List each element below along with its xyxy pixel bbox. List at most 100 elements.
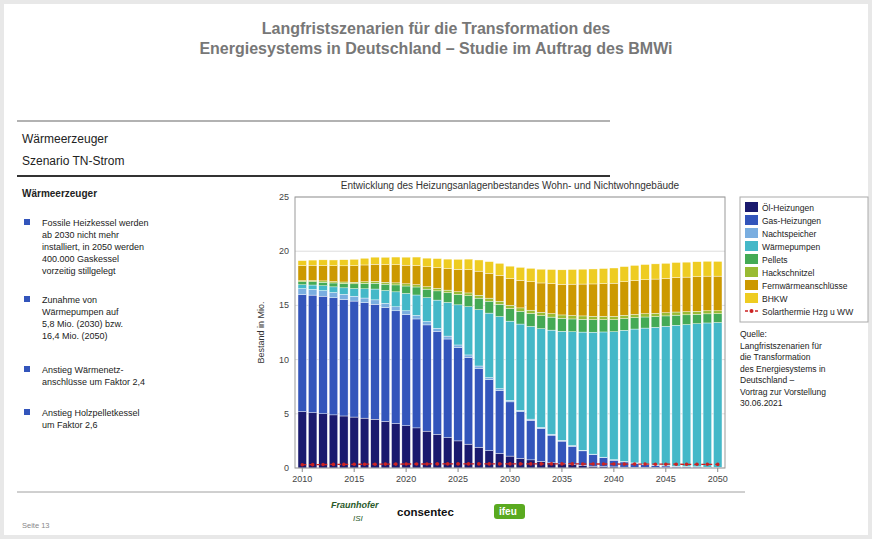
bar-segment	[537, 316, 546, 329]
line-marker	[415, 462, 419, 466]
bar-segment	[620, 330, 629, 461]
bar-segment	[475, 368, 484, 447]
line-marker	[373, 462, 377, 466]
bar-segment	[578, 284, 587, 316]
chart-title: Entwicklung des Heizungsanlagenbestandes…	[341, 180, 680, 191]
x-tick-label: 2020	[396, 474, 416, 484]
bar-segment	[308, 295, 317, 413]
logo-box	[494, 504, 525, 519]
bar-segment	[475, 310, 484, 366]
bar-segment	[713, 323, 722, 468]
text-line: 30.06.2021	[740, 398, 783, 408]
legend-swatch	[745, 267, 758, 277]
bar-segment	[662, 316, 671, 326]
panel-heading: Wärmeerzeuger	[22, 188, 97, 199]
page-title: Langfristszenarien für die Transformatio…	[199, 20, 672, 57]
bar-segment	[641, 265, 650, 280]
bullet-marker	[24, 366, 30, 372]
bar-segment	[641, 280, 650, 314]
bar-segment	[454, 269, 463, 291]
legend-swatch	[745, 241, 758, 251]
bar-segment	[391, 283, 400, 285]
line-marker	[477, 462, 481, 466]
bar-segment	[578, 269, 587, 284]
line-marker	[716, 463, 720, 467]
text-line: Fossile Heizkessel werden	[42, 218, 149, 228]
text-line: um Faktor 2,6	[42, 420, 98, 430]
line-marker	[487, 462, 491, 466]
line-marker	[591, 462, 595, 466]
text-line: installiert, in 2050 werden	[42, 242, 144, 252]
bar-segment	[412, 319, 421, 428]
bar-segment	[350, 282, 359, 284]
bar-segment	[558, 441, 567, 464]
bar-segment	[693, 262, 702, 277]
bar-segment	[350, 259, 359, 265]
bar-segment	[485, 380, 494, 451]
bar-segment	[433, 328, 442, 331]
bar-segment	[412, 315, 421, 319]
bar-segment	[423, 287, 432, 289]
bar-segment	[298, 266, 307, 281]
bullet-marker	[24, 296, 30, 302]
bar-segment	[537, 283, 546, 312]
bar-segment	[454, 259, 463, 269]
logo-text: ifeu	[499, 506, 517, 517]
x-tick-label: 2045	[656, 474, 676, 484]
bar-segment	[350, 289, 359, 297]
bar-segment	[703, 314, 712, 323]
bar-segment	[319, 286, 328, 291]
text-line: ifeu	[499, 506, 517, 517]
bar-segment	[693, 311, 702, 314]
bar-segment	[350, 417, 359, 468]
bar-segment	[672, 325, 681, 466]
bar-segment	[371, 264, 380, 281]
bar-segment	[402, 315, 411, 426]
x-tick	[561, 468, 562, 472]
bar-segment	[672, 466, 681, 467]
bar-segment	[516, 267, 525, 280]
logo-text: consentec	[397, 506, 454, 518]
x-tick-label: 2035	[552, 474, 572, 484]
text-line: die Transformation	[740, 352, 811, 362]
bar-segment	[506, 309, 515, 322]
line-marker	[550, 462, 554, 466]
bar-segment	[308, 289, 317, 295]
x-tick	[354, 468, 355, 472]
bar-segment	[578, 316, 587, 319]
bar-segment	[620, 267, 629, 282]
bar-segment	[527, 268, 536, 281]
bar-segment	[485, 273, 494, 298]
line-marker	[674, 462, 678, 466]
bar-segment	[340, 416, 349, 468]
line-marker	[321, 463, 325, 467]
text-line: consentec	[397, 506, 454, 518]
bar-segment	[662, 313, 671, 316]
bar-segment	[329, 266, 338, 282]
text-line: vorzeitig stillgelegt	[42, 266, 116, 276]
bar-segment	[620, 282, 629, 315]
x-tick	[613, 468, 614, 472]
bar-segment	[506, 279, 515, 306]
line-marker	[633, 462, 637, 466]
bar-segment	[713, 314, 722, 323]
bar-segment	[329, 287, 338, 293]
bar-segment	[610, 268, 619, 283]
bar-segment	[298, 282, 307, 285]
bar-segment	[537, 461, 546, 468]
bar-segment	[402, 265, 411, 284]
legend-label: Gas-Heizungen	[762, 216, 821, 226]
bar-segment	[371, 283, 380, 289]
bar-segment	[423, 325, 432, 431]
bar-segment	[537, 312, 546, 315]
bar-segment	[464, 270, 473, 293]
text-line: Zunahme von	[42, 295, 97, 305]
bar-segment	[527, 282, 536, 310]
bar-segment	[495, 304, 504, 316]
plot-area	[298, 257, 722, 468]
bar-segment	[340, 299, 349, 416]
bar-segment	[713, 261, 722, 276]
bar-segment	[568, 446, 577, 464]
logo-text: ISI	[353, 514, 364, 523]
bar-segment	[485, 378, 494, 380]
